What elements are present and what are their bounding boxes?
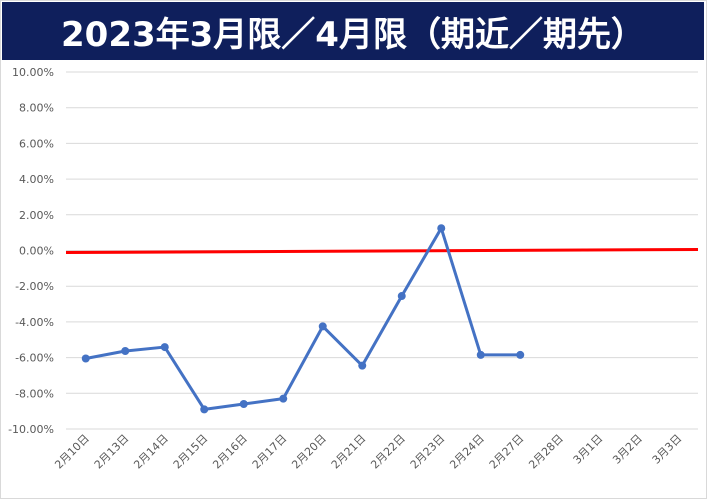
y-tick-label: 2.00% bbox=[19, 209, 54, 222]
x-tick-label: 2月20日 bbox=[289, 432, 329, 472]
chart-title: 2023年3月限／4月限（期近／期先） bbox=[61, 14, 645, 55]
y-tick-label: -6.00% bbox=[15, 352, 54, 365]
series-line bbox=[85, 226, 521, 411]
data-point bbox=[121, 346, 130, 355]
data-point bbox=[279, 394, 288, 403]
x-tick-label: 2月16日 bbox=[210, 432, 250, 472]
y-tick-label: 4.00% bbox=[19, 173, 54, 186]
x-tick-label: 2月15日 bbox=[171, 432, 211, 472]
x-tick-label: 3月3日 bbox=[650, 432, 685, 467]
x-tick-label: 3月2日 bbox=[610, 432, 645, 467]
data-point bbox=[318, 322, 327, 331]
data-point bbox=[437, 224, 446, 233]
x-tick-label: 2月28日 bbox=[526, 432, 566, 472]
data-point bbox=[476, 350, 485, 359]
data-point bbox=[516, 350, 525, 359]
data-point bbox=[160, 343, 169, 352]
x-axis-ticks: 2月10日 2月13日 2月14日 2月15日 2月16日 2月17日 2月20日 2月21日… bbox=[52, 432, 684, 472]
y-axis-ticks: 10.00% 8.00% 6.00% 4.00% 2.00% 0.00% -2.00% -4.… bbox=[8, 66, 54, 436]
x-tick-label: 2月13日 bbox=[92, 432, 132, 472]
y-tick-label: 8.00% bbox=[19, 102, 54, 115]
y-tick-label: -8.00% bbox=[15, 387, 54, 400]
x-tick-label: 2月22日 bbox=[368, 432, 408, 472]
y-tick-label: 10.00% bbox=[12, 66, 54, 79]
y-tick-label: 0.00% bbox=[19, 245, 54, 258]
data-point bbox=[397, 292, 406, 301]
y-tick-label: 6.00% bbox=[19, 137, 54, 150]
x-tick-label: 2月21日 bbox=[329, 432, 369, 472]
zero-reference-line bbox=[65, 248, 699, 254]
x-tick-label: 2月17日 bbox=[250, 432, 290, 472]
x-tick-label: 2月23日 bbox=[408, 432, 448, 472]
data-point bbox=[358, 361, 367, 370]
gridlines bbox=[66, 71, 698, 430]
x-tick-label: 3月1日 bbox=[571, 432, 606, 467]
x-tick-label: 2月10日 bbox=[52, 432, 92, 472]
x-tick-label: 2月24日 bbox=[447, 432, 487, 472]
data-point bbox=[200, 405, 209, 414]
zero-line bbox=[65, 248, 699, 254]
data-point bbox=[81, 354, 90, 363]
series-group bbox=[81, 224, 525, 414]
x-tick-label: 2月27日 bbox=[487, 432, 527, 472]
y-tick-label: -4.00% bbox=[15, 316, 54, 329]
x-tick-label: 2月14日 bbox=[131, 432, 171, 472]
data-point bbox=[239, 400, 248, 409]
title-banner: 2023年3月限／4月限（期近／期先） bbox=[2, 2, 704, 60]
y-tick-label: -2.00% bbox=[15, 280, 54, 293]
y-tick-label: -10.00% bbox=[8, 423, 54, 436]
